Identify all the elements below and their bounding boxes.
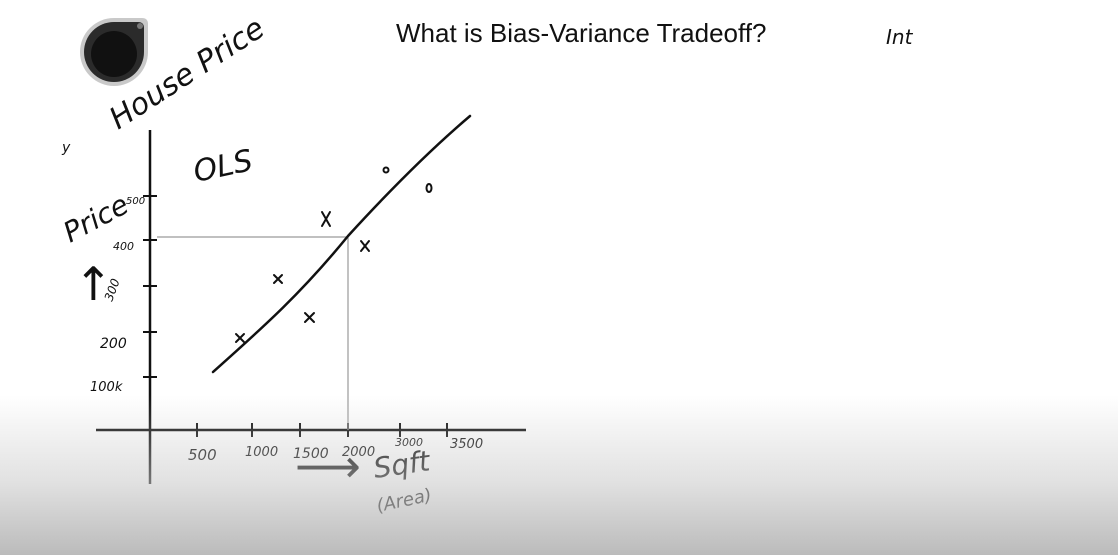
y-tick-label: 200 <box>100 336 127 352</box>
data-point <box>321 211 331 227</box>
y-tick-label: 100k <box>90 380 123 395</box>
page-title: What is Bias-Variance Tradeoff? <box>396 18 767 48</box>
note-ols: OLS <box>190 143 255 190</box>
data-point <box>304 312 315 323</box>
data-point <box>235 333 245 343</box>
x-axis-label: Sqft <box>371 444 432 485</box>
x-tick-label: 3000 <box>395 436 423 449</box>
x-tick-label: 1000 <box>245 445 278 460</box>
note-corner: Int <box>886 25 914 49</box>
regression-line <box>211 114 472 374</box>
data-point <box>273 274 283 284</box>
data-point <box>382 166 390 174</box>
note-margin-mark: y <box>61 140 71 156</box>
data-point <box>425 183 433 193</box>
recorder-logo-icon <box>80 18 148 86</box>
y-tick-label: 500 <box>126 196 145 207</box>
recorder-logo <box>78 16 150 88</box>
x-tick-label: 1500 <box>293 446 329 462</box>
x-tick-label: 2000 <box>342 445 375 460</box>
note-house-price: House Price <box>103 11 271 137</box>
y-axis-arrow: ↑ <box>74 257 113 311</box>
x-tick-label: 500 <box>188 446 217 464</box>
y-tick-label: 400 <box>113 240 134 253</box>
x-tick-label: 3500 <box>450 437 483 452</box>
x-axis-sublabel: (Area) <box>375 485 434 517</box>
data-point <box>360 240 370 252</box>
